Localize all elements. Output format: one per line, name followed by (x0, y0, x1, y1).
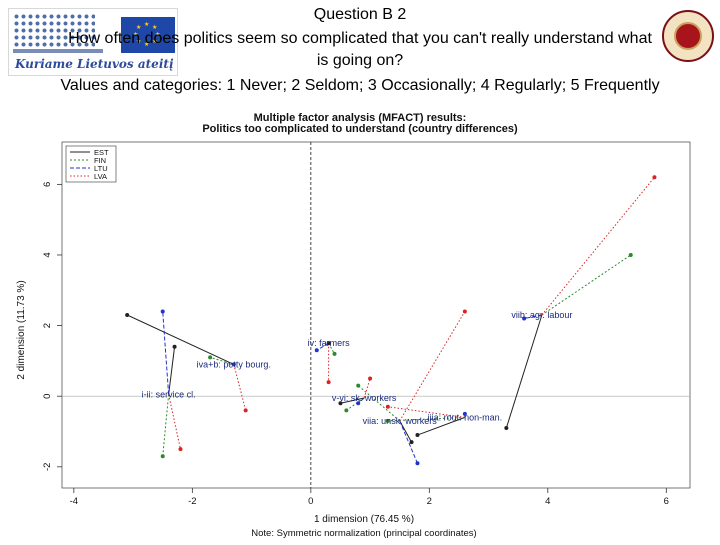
y-axis-label: 2 dimension (11.73 %) (16, 280, 27, 379)
mfact-chart: Multiple factor analysis (MFACT) results… (16, 112, 691, 539)
series-line-est (340, 397, 365, 404)
data-point-fin (208, 355, 213, 360)
question-title: Question B 2 (313, 6, 407, 23)
category-label: viia: unsk. workers (363, 416, 438, 426)
question-text-line2: is going on? (316, 52, 404, 69)
series-line-lva (399, 311, 466, 422)
series-line-fin (209, 356, 234, 365)
chart-title: Multiple factor analysis (MFACT) results… (254, 112, 467, 124)
legend-label: LTU (94, 164, 108, 173)
category-label: viib: agr. labour (511, 310, 572, 320)
x-tick-label: 2 (427, 496, 432, 507)
data-point-ltu (160, 309, 165, 314)
plot-frame (61, 141, 691, 489)
legend-label: EST (94, 148, 109, 157)
category-label: i-ii: service cl. (142, 389, 196, 399)
question-text-line1: How often does politics seem so complica… (68, 30, 652, 47)
legend-label: LVA (94, 172, 107, 181)
series-line-fin (162, 394, 170, 457)
data-point-est (172, 344, 177, 349)
value-categories: Values and categories: 1 Never; 2 Seldom… (60, 77, 660, 94)
data-point-fin (160, 454, 165, 459)
category-label: iva+b: petty bourg. (197, 359, 271, 369)
series-line-est (126, 314, 235, 365)
series-line-est (417, 416, 466, 436)
data-point-lva (368, 376, 373, 381)
series-line-ltu (524, 314, 542, 320)
dot-grid-logo-icon (13, 13, 95, 51)
series-line-lva (387, 406, 465, 418)
x-tick-label: -2 (188, 496, 196, 507)
data-point-ltu (231, 362, 236, 367)
series-line-ltu (399, 420, 418, 464)
series-line-fin (357, 385, 401, 422)
series-line-lva (541, 176, 655, 316)
data-point-lva (243, 408, 248, 413)
data-point-ltu (415, 461, 420, 466)
category-label: v-vi: sk. workers (332, 393, 397, 403)
series-line-ltu (316, 342, 329, 351)
data-point-lva (462, 309, 467, 314)
data-point-est (338, 401, 343, 406)
x-tick-label: 6 (664, 496, 669, 507)
series-line-fin (387, 416, 465, 422)
series-line-est (399, 420, 412, 443)
data-point-fin (628, 252, 633, 257)
data-point-fin (385, 418, 390, 423)
series-line-lva (168, 394, 181, 450)
data-point-fin (332, 351, 337, 356)
chart-note: Note: Symmetric normalization (principal… (251, 528, 476, 539)
data-point-est (125, 313, 130, 317)
category-label: iiia: rout. non-man. (428, 412, 503, 422)
data-point-ltu (522, 316, 527, 321)
x-axis-label: 1 dimension (76.45 %) (314, 514, 414, 525)
data-point-est (504, 425, 509, 430)
y-tick-label: 4 (42, 252, 53, 257)
data-point-lva (385, 404, 390, 409)
esf-logo: ★ ★ ★ ★ ★ ★ ★ ★ Kuriame Lietuvos ateitį (8, 8, 178, 76)
category-label: iv: farmers (308, 338, 351, 348)
chart-area: Multiple factor analysis (MFACT) results… (0, 100, 720, 540)
seal-shield (674, 22, 702, 50)
x-tick-label: 0 (308, 496, 313, 507)
slide-header: ★ ★ ★ ★ ★ ★ ★ ★ Kuriame Lietuvos ateitį Ques… (0, 0, 720, 100)
data-point-est (415, 433, 420, 438)
data-point-fin (356, 383, 361, 388)
x-tick-label: -4 (70, 496, 78, 507)
series-line-lva (233, 364, 247, 411)
series-line-est (505, 314, 543, 429)
eu-flag-icon: ★ ★ ★ ★ ★ ★ ★ ★ (121, 17, 175, 53)
legend-label: FIN (94, 156, 106, 165)
data-point-lva (178, 447, 183, 452)
y-tick-label: -2 (42, 463, 53, 471)
data-point-est (326, 341, 331, 346)
logo-caption-bar (13, 49, 103, 53)
data-point-ltu (356, 401, 361, 406)
data-point-lva (326, 380, 331, 385)
data-point-ltu (314, 348, 319, 353)
university-seal-icon (662, 10, 714, 62)
logo-tagline: Kuriame Lietuvos ateitį (15, 57, 174, 71)
data-point-lva (652, 175, 657, 180)
series-line-ltu (162, 311, 170, 395)
y-tick-label: 2 (42, 323, 53, 328)
series-line-est (168, 346, 176, 395)
y-tick-label: 0 (42, 394, 53, 399)
x-tick-label: 4 (545, 496, 550, 507)
data-point-fin (344, 408, 349, 413)
y-tick-label: 6 (42, 182, 53, 187)
data-point-est (409, 440, 414, 445)
series-line-fin (541, 254, 632, 316)
data-point-ltu (462, 411, 467, 416)
chart-subtitle: Politics too complicated to understand (… (202, 123, 518, 135)
